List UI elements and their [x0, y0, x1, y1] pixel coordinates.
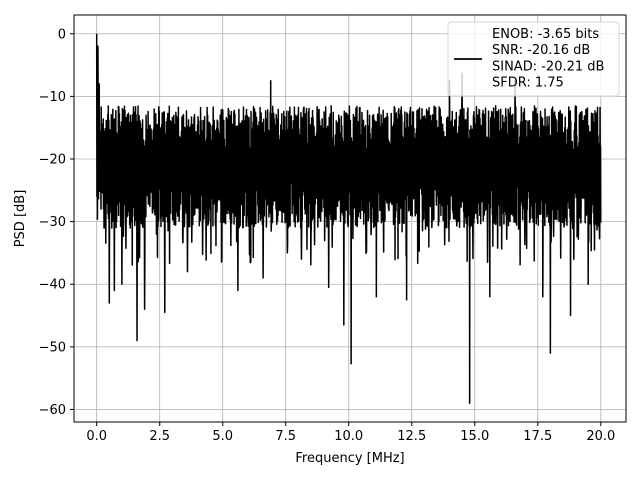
x-tick-label: 12.5: [397, 429, 426, 444]
y-tick-label: −30: [39, 215, 66, 230]
y-tick-label: −20: [39, 153, 66, 168]
legend-entry-line: SINAD: -20.21 dB: [492, 59, 604, 74]
x-tick-label: 10.0: [334, 429, 363, 444]
x-tick-label: 7.5: [275, 429, 296, 444]
y-axis-label: PSD [dB]: [13, 190, 28, 248]
axes-frame: [73, 14, 627, 423]
legend-entry-line: SNR: -20.16 dB: [492, 43, 590, 58]
y-tick-label: −10: [39, 90, 66, 105]
x-tick-label: 15.0: [460, 429, 489, 444]
y-tick-label: −50: [39, 340, 66, 355]
y-axis: 0 −10 −20 −30 −40 −50 −60: [39, 27, 74, 418]
x-tick-label: 0.0: [86, 429, 107, 444]
y-tick-label: 0: [58, 27, 66, 42]
y-tick-label: −40: [39, 278, 66, 293]
x-tick-label: 17.5: [523, 429, 552, 444]
x-axis: 0.0 2.5 5.0 7.5 10.0 12.5 15.0 17.5 20.0: [86, 422, 615, 444]
x-tick-label: 2.5: [149, 429, 170, 444]
legend-box: [447, 21, 620, 97]
x-tick-label: 5.0: [212, 429, 233, 444]
legend-entry-line: ENOB: -3.65 bits: [492, 27, 599, 42]
x-axis-label: Frequency [MHz]: [295, 451, 404, 466]
plot-area: [95, 33, 602, 404]
x-tick-label: 20.0: [586, 429, 615, 444]
y-tick-label: −60: [39, 403, 66, 418]
psd-series-line: [95, 33, 602, 404]
legend-entry-line: SFDR: 1.75: [492, 76, 564, 91]
